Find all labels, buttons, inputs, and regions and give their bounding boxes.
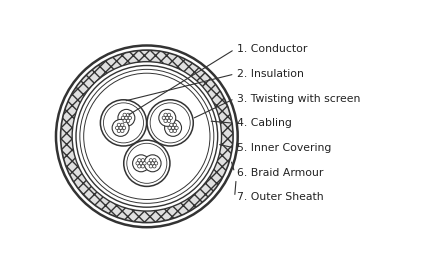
Circle shape (103, 103, 143, 143)
Circle shape (126, 119, 130, 123)
Circle shape (149, 158, 152, 162)
Circle shape (151, 162, 154, 165)
Text: 7. Outer Sheath: 7. Outer Sheath (237, 192, 323, 202)
Circle shape (120, 123, 124, 127)
Circle shape (122, 126, 125, 130)
Text: 5. Inner Covering: 5. Inner Covering (237, 143, 331, 153)
Circle shape (127, 143, 166, 183)
Circle shape (118, 109, 134, 126)
Circle shape (174, 126, 178, 130)
Circle shape (173, 129, 176, 133)
Circle shape (163, 119, 167, 123)
Circle shape (123, 119, 126, 123)
Circle shape (100, 100, 146, 146)
Circle shape (139, 162, 142, 165)
Circle shape (123, 113, 126, 117)
Circle shape (141, 165, 144, 168)
Circle shape (121, 116, 124, 120)
Text: 1. Conductor: 1. Conductor (237, 44, 307, 54)
Circle shape (169, 123, 173, 127)
Circle shape (117, 129, 120, 133)
Circle shape (142, 162, 146, 165)
Circle shape (167, 113, 170, 117)
Circle shape (162, 116, 165, 120)
Circle shape (173, 123, 176, 127)
Circle shape (164, 119, 181, 136)
Circle shape (124, 140, 170, 186)
Circle shape (80, 69, 213, 203)
Circle shape (120, 129, 124, 133)
Circle shape (124, 116, 128, 120)
Circle shape (165, 116, 169, 120)
Circle shape (132, 155, 149, 172)
Circle shape (147, 100, 193, 146)
Circle shape (171, 126, 174, 130)
Circle shape (72, 62, 221, 211)
Circle shape (169, 116, 172, 120)
Circle shape (169, 129, 173, 133)
Circle shape (112, 119, 129, 136)
Circle shape (119, 126, 122, 130)
Circle shape (84, 73, 209, 200)
Circle shape (167, 126, 171, 130)
Text: 2. Insulation: 2. Insulation (237, 69, 303, 79)
Circle shape (56, 45, 237, 227)
Circle shape (144, 155, 161, 172)
Circle shape (76, 66, 217, 207)
Circle shape (149, 165, 152, 168)
Circle shape (138, 158, 141, 162)
Circle shape (128, 116, 131, 120)
Circle shape (147, 162, 151, 165)
Circle shape (154, 162, 157, 165)
Circle shape (115, 126, 119, 130)
Circle shape (167, 119, 170, 123)
Circle shape (136, 162, 139, 165)
Text: 4. Cabling: 4. Cabling (237, 118, 291, 128)
Circle shape (163, 113, 167, 117)
Circle shape (150, 103, 190, 143)
Circle shape (60, 50, 233, 222)
Text: 3. Twisting with screen: 3. Twisting with screen (237, 94, 360, 104)
Circle shape (126, 113, 130, 117)
Circle shape (152, 158, 155, 162)
Circle shape (152, 165, 155, 168)
Circle shape (117, 123, 120, 127)
Circle shape (141, 158, 144, 162)
Circle shape (138, 165, 141, 168)
Text: 6. Braid Armour: 6. Braid Armour (237, 168, 322, 178)
Circle shape (159, 109, 175, 126)
